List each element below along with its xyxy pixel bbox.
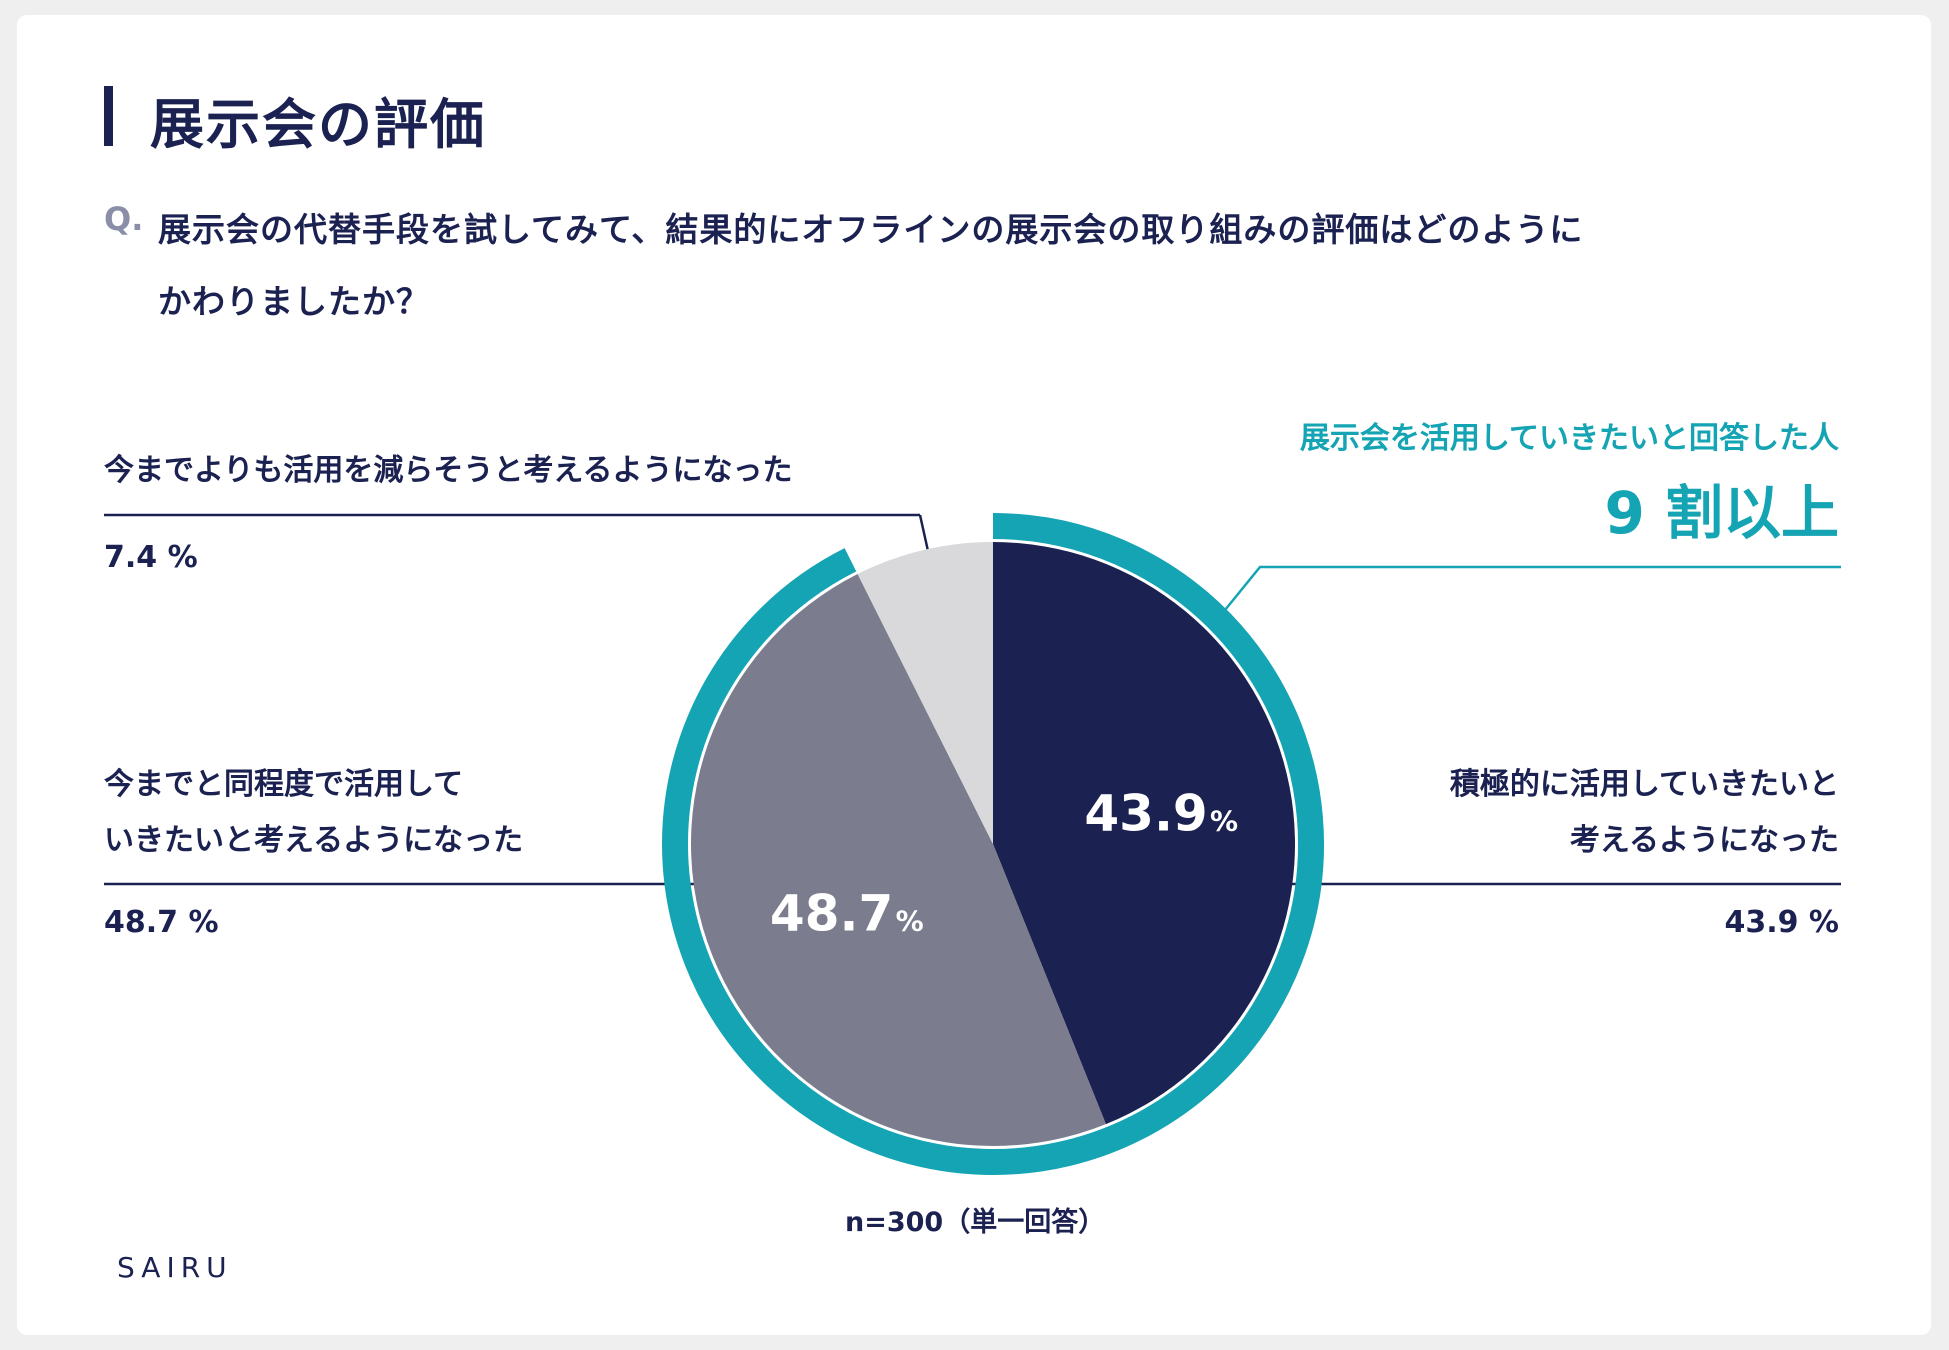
sample-size-note: n=300（単一回答） [845,1207,1106,1238]
question-text: 展示会の代替手段を試してみて、結果的にオフラインの展示会の取り組みの評価はどのよ… [158,194,1858,338]
slice-same [691,574,1106,1146]
highlight-value: 9 割以上 [1604,479,1839,547]
slice-label-decrease: 今までよりも活用を減らそうと考えるようになった [104,453,793,488]
title-accent-bar [104,86,113,146]
slice-value-same: 48.7 % [104,905,219,940]
slice-value-active: 43.9 % [1724,905,1839,940]
slice-active [993,542,1295,1125]
slice-value-decrease: 7.4 % [104,540,198,575]
slice-label-active-line2: 考えるようになった [1569,823,1839,858]
slice-active-inner-value: 43.9 [1084,784,1207,842]
slice-label-same: 今までと同程度で活用して [104,767,464,802]
highlight-label: 展示会を活用していきたいと回答した人 [1299,421,1839,456]
leader-line-highlight [1224,565,1841,611]
brand-logo: SAIRU [117,1251,233,1284]
slice-label-same-line2: いきたいと考えるようになった [104,823,524,858]
page-title: 展示会の評価 [150,93,486,156]
question-line-1: 展示会の代替手段を試してみて、結果的にオフラインの展示会の取り組みの評価はどのよ… [158,210,1584,249]
slice-active-inner-unit: % [1210,804,1238,837]
slice-same-inner-value: 48.7 [770,884,893,942]
slice-decrease [857,542,993,844]
highlight-ring [662,513,1324,1175]
question-mark: Q. [104,200,144,238]
question-line-2: かわりましたか？ [158,282,430,321]
slice-label-active: 積極的に活用していきたいと [1449,767,1839,802]
slice-same-inner-unit: % [896,904,924,937]
